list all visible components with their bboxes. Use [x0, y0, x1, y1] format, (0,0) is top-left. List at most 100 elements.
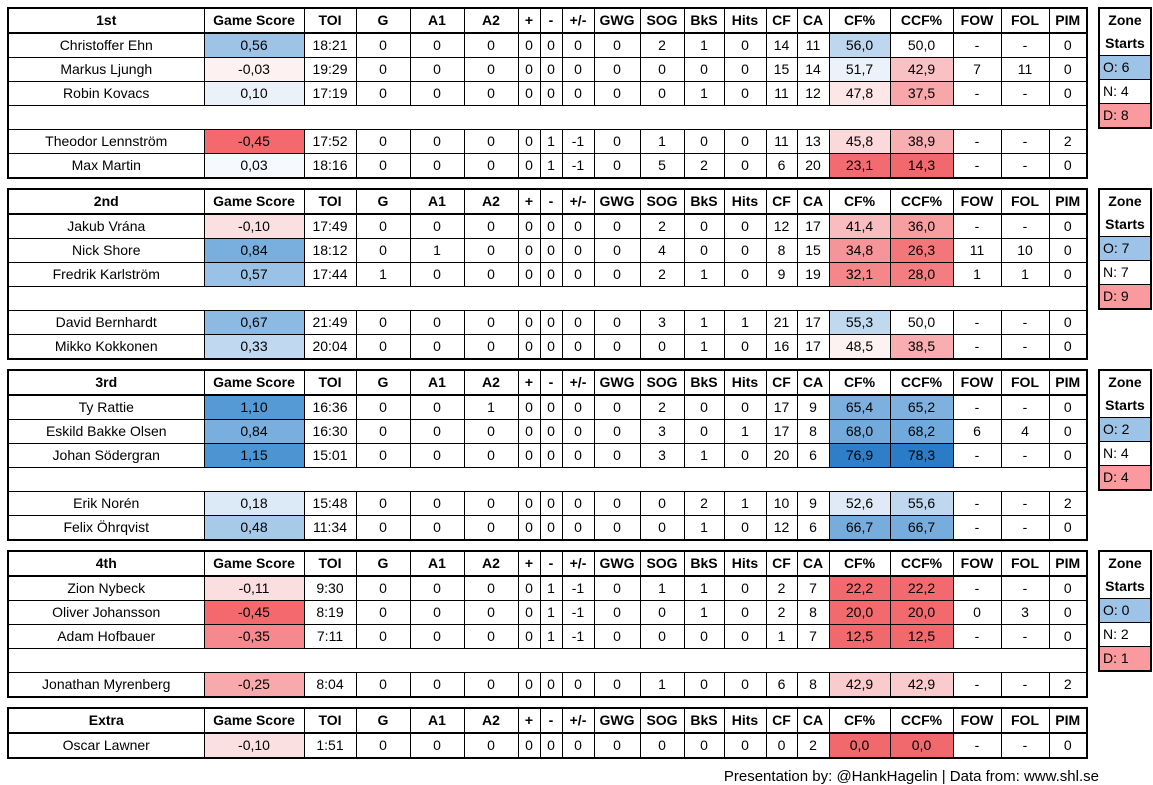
bks-cell: 0	[683, 238, 725, 263]
toi-cell: 15:48	[303, 491, 357, 516]
column-header: A1	[409, 550, 465, 577]
column-header: GWG	[593, 707, 641, 734]
ccf-pct-cell: 50,0	[889, 32, 954, 58]
cf-cell: 10	[765, 491, 798, 516]
minus-cell: 0	[539, 310, 563, 335]
pim-cell: 0	[1048, 394, 1088, 420]
fol-cell: -	[1000, 213, 1050, 239]
cf-cell: 11	[765, 129, 798, 154]
ca-cell: 17	[796, 310, 830, 335]
fow-cell: 6	[952, 419, 1002, 444]
column-header: TOI	[303, 188, 357, 215]
fol-cell: -	[1000, 32, 1050, 58]
column-header: CCF%	[889, 707, 954, 734]
fow-cell: -	[952, 394, 1002, 420]
toi-cell: 20:04	[303, 334, 357, 360]
cf-pct-cell: 76,9	[828, 443, 891, 468]
a1-cell: 1	[409, 238, 465, 263]
zone-defensive-row: D: 9	[1100, 285, 1150, 308]
hits-cell: 0	[723, 672, 767, 698]
column-header: G	[355, 707, 411, 734]
plusminus-cell: -1	[561, 624, 595, 649]
a2-cell: 0	[463, 129, 519, 154]
sog-cell: 0	[639, 57, 685, 82]
cf-cell: 17	[765, 419, 798, 444]
fow-cell: -	[952, 81, 1002, 106]
zone-neutral-row: N: 7	[1100, 261, 1150, 285]
column-header: SOG	[639, 369, 685, 396]
toi-cell: 21:49	[303, 310, 357, 335]
hits-cell: 0	[723, 81, 767, 106]
plus-cell: 0	[517, 213, 541, 239]
ca-cell: 14	[796, 57, 830, 82]
toi-cell: 1:51	[303, 732, 357, 759]
gwg-cell: 0	[593, 575, 641, 601]
section-3rd: 3rd Game Score TOI G A1 A2 + - +/- GWG SOG BkS Hits C…	[7, 369, 1153, 541]
player-name-cell: Adam Hofbauer	[7, 624, 205, 649]
minus-cell: 0	[539, 672, 563, 698]
pim-cell: 0	[1048, 238, 1088, 263]
minus-cell: 0	[539, 213, 563, 239]
player-name-cell: Max Martin	[7, 153, 205, 179]
fol-cell: -	[1000, 672, 1050, 698]
spacer-row	[7, 286, 1088, 311]
fow-cell: -	[952, 213, 1002, 239]
ca-cell: 6	[796, 443, 830, 468]
zone-starts-title: Zone Starts	[1100, 371, 1150, 418]
cf-cell: 15	[765, 57, 798, 82]
cf-pct-cell: 34,8	[828, 238, 891, 263]
pim-cell: 2	[1048, 672, 1088, 698]
cf-cell: 20	[765, 443, 798, 468]
sog-cell: 0	[639, 624, 685, 649]
column-header: CA	[796, 707, 830, 734]
cf-pct-cell: 45,8	[828, 129, 891, 154]
toi-cell: 17:44	[303, 262, 357, 287]
column-header: Game Score	[203, 550, 305, 577]
goals-cell: 0	[355, 491, 411, 516]
game-score-cell: 1,15	[203, 443, 305, 468]
hits-cell: 0	[723, 32, 767, 58]
plusminus-cell: 0	[561, 394, 595, 420]
a2-cell: 0	[463, 491, 519, 516]
cf-cell: 11	[765, 81, 798, 106]
fol-cell: -	[1000, 81, 1050, 106]
fow-cell: -	[952, 129, 1002, 154]
column-header: FOL	[1000, 707, 1050, 734]
column-header: A2	[463, 188, 519, 215]
section-label: 3rd	[7, 369, 205, 396]
a2-cell: 0	[463, 624, 519, 649]
goals-cell: 0	[355, 600, 411, 625]
bks-cell: 1	[683, 443, 725, 468]
goals-cell: 0	[355, 394, 411, 420]
cf-pct-cell: 23,1	[828, 153, 891, 179]
toi-cell: 7:11	[303, 624, 357, 649]
hits-cell: 0	[723, 238, 767, 263]
stats-table: 2nd Game Score TOI G A1 A2 + - +/- GWG SOG BkS Hits C…	[7, 188, 1088, 360]
plus-cell: 0	[517, 81, 541, 106]
cf-cell: 12	[765, 515, 798, 541]
zone-offensive-row: O: 0	[1100, 599, 1150, 623]
gwg-cell: 0	[593, 443, 641, 468]
cf-pct-cell: 55,3	[828, 310, 891, 335]
minus-cell: 0	[539, 334, 563, 360]
column-header: G	[355, 369, 411, 396]
plus-cell: 0	[517, 732, 541, 759]
a1-cell: 0	[409, 394, 465, 420]
column-header: +/-	[561, 707, 595, 734]
toi-cell: 16:36	[303, 394, 357, 420]
cf-cell: 17	[765, 394, 798, 420]
column-header: Hits	[723, 188, 767, 215]
goals-cell: 0	[355, 81, 411, 106]
sog-cell: 0	[639, 600, 685, 625]
plusminus-cell: 0	[561, 81, 595, 106]
player-name-cell: Robin Kovacs	[7, 81, 205, 106]
column-header: TOI	[303, 7, 357, 34]
minus-cell: 0	[539, 394, 563, 420]
table-row: Christoffer Ehn 0,56 18:21 0 0 0 0 0 0 0 2 1 0 14 11 56…	[7, 32, 1088, 58]
goals-cell: 0	[355, 213, 411, 239]
table-row: Felix Öhrqvist 0,48 11:34 0 0 0 0 0 0 0 0 1 0 12 6 66,7…	[7, 515, 1088, 541]
plusminus-cell: 0	[561, 262, 595, 287]
spacer-cell	[7, 648, 1088, 673]
column-header: CF	[765, 7, 798, 34]
column-header: G	[355, 7, 411, 34]
